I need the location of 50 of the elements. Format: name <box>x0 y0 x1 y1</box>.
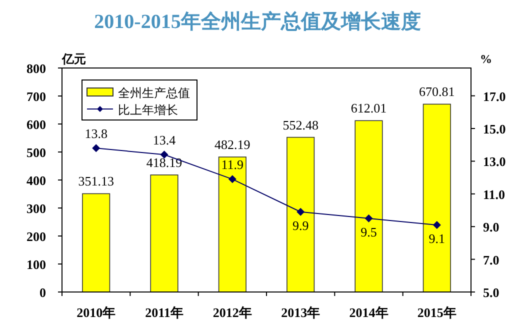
x-tick-label: 2015年 <box>417 305 456 320</box>
y2-axis-title: % <box>480 52 492 66</box>
y2-tick-label: 5.0 <box>483 285 500 300</box>
data-label: 612.01 <box>350 100 387 116</box>
data-label: 11.9 <box>221 157 244 172</box>
data-label: 9.9 <box>292 218 309 233</box>
bar <box>150 174 178 292</box>
data-label: 552.48 <box>282 117 318 132</box>
data-label: 482.19 <box>214 136 250 152</box>
y-tick-label: 200 <box>26 229 46 244</box>
y-tick-label: 100 <box>26 257 46 272</box>
bar <box>422 104 451 292</box>
y-tick-label: 500 <box>26 145 46 160</box>
bar <box>218 156 246 292</box>
point <box>92 144 100 152</box>
data-label: 351.13 <box>78 174 114 189</box>
y-tick-label: 800 <box>26 61 46 76</box>
x-tick-label: 2010年 <box>76 305 116 320</box>
data-label: 13.8 <box>84 126 108 142</box>
y-axis-title: 亿元 <box>61 52 86 66</box>
y-tick-label: 600 <box>26 117 46 132</box>
x-tick-label: 2014年 <box>349 305 388 320</box>
y2-tick-label: 9.0 <box>483 220 500 235</box>
data-label: 418.19 <box>146 154 182 170</box>
x-tick-label: 2013年 <box>281 305 320 320</box>
y2-tick-label: 11.0 <box>483 186 506 202</box>
y2-tick-label: 17.0 <box>483 88 506 104</box>
x-tick-label: 2011年 <box>145 305 184 320</box>
point <box>296 208 305 216</box>
y2-tick-label: 7.0 <box>483 252 500 268</box>
y2-tick-label: 15.0 <box>483 121 506 136</box>
data-label: 9.1 <box>428 230 446 246</box>
point <box>432 220 441 229</box>
data-label: 670.81 <box>419 84 455 100</box>
point <box>364 214 373 222</box>
bar <box>82 193 110 292</box>
y-tick-label: 700 <box>26 89 46 104</box>
chart-title: 2010-2015年全州生产总值及增长速度 <box>94 10 421 33</box>
point <box>228 175 236 184</box>
x-tick-label: 2012年 <box>212 305 252 320</box>
y-tick-label: 400 <box>26 173 46 188</box>
bar <box>286 136 315 292</box>
y-tick-label: 300 <box>26 201 46 216</box>
y-tick-label: 0 <box>40 285 46 300</box>
y2-tick-label: 13.0 <box>483 154 506 170</box>
data-label: 13.4 <box>152 132 176 148</box>
bar <box>354 120 383 292</box>
data-label: 9.5 <box>360 224 377 240</box>
legend-label: 全州生产总值 <box>118 86 190 100</box>
legend-label: 比上年增长 <box>118 103 178 117</box>
